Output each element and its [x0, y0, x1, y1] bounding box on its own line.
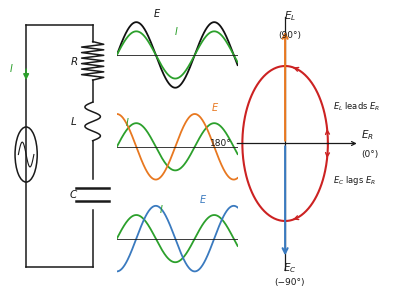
Text: $E_C$: $E_C$	[283, 261, 297, 275]
Text: $E_R$: $E_R$	[361, 128, 374, 142]
Text: (0°): (0°)	[361, 150, 379, 160]
Text: $E$: $E$	[153, 7, 161, 19]
Text: $I$: $I$	[125, 117, 130, 129]
Text: $E_L$ leads $E_R$: $E_L$ leads $E_R$	[333, 100, 380, 113]
Text: $E$: $E$	[211, 101, 219, 113]
Text: $E_L$: $E_L$	[284, 9, 296, 23]
Text: $I$: $I$	[10, 62, 14, 74]
Text: $E$: $E$	[199, 193, 207, 205]
Text: (90°): (90°)	[278, 31, 301, 40]
Text: $E_C$ lags $E_R$: $E_C$ lags $E_R$	[333, 174, 375, 187]
Text: (−90°): (−90°)	[274, 278, 305, 287]
Text: $I$: $I$	[159, 203, 164, 215]
Text: $I$: $I$	[173, 25, 178, 37]
Text: $C$: $C$	[69, 189, 78, 201]
Text: $R$: $R$	[70, 55, 78, 67]
Text: 180°: 180°	[209, 139, 231, 148]
Text: $L$: $L$	[70, 115, 77, 127]
